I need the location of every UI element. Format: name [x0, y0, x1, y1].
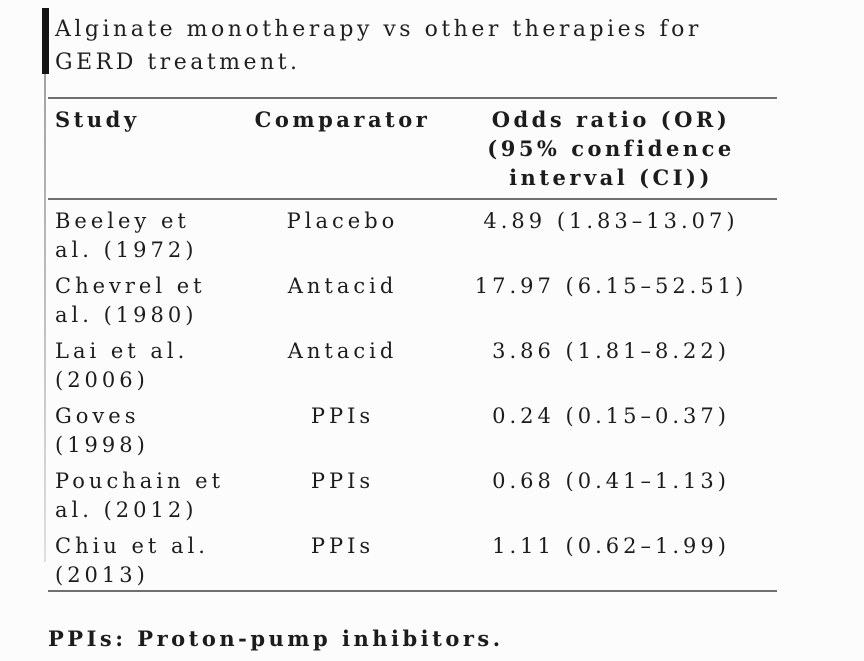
study-line-1: Lai et al.	[55, 339, 189, 363]
study-cell: Chevrel et al. (1980)	[48, 272, 240, 330]
table-figure: Alginate monotherapy vs other therapies …	[48, 0, 777, 653]
comparator-cell: Antacid	[287, 274, 398, 298]
header-line: Comparator	[254, 107, 431, 132]
study-line-1: Goves	[55, 404, 140, 428]
header-line: interval (CI))	[509, 165, 713, 190]
odds-ratio-cell: 0.24 (0.15–0.37)	[492, 404, 730, 428]
study-line-1: Beeley et	[55, 209, 190, 233]
study-cell: Pouchain et al. (2012)	[48, 467, 240, 525]
study-line-2: al. (1972)	[55, 238, 198, 262]
table-row: Beeley et al. (1972) Placebo 4.89 (1.83–…	[48, 200, 777, 265]
column-header-odds-ratio: Odds ratio (OR) (95% confidence interval…	[445, 105, 777, 192]
table-header-row: Study Comparator Odds ratio (OR) (95% co…	[48, 97, 777, 200]
study-line-1: Chevrel et	[55, 274, 206, 298]
study-cell: Beeley et al. (1972)	[48, 207, 240, 265]
study-line-2: al. (2012)	[55, 498, 198, 522]
comparator-cell: Placebo	[286, 209, 399, 233]
odds-ratio-cell: 0.68 (0.41–1.13)	[492, 469, 730, 493]
comparator-cell: PPIs	[310, 404, 375, 428]
table-row: Chevrel et al. (1980) Antacid 17.97 (6.1…	[48, 265, 777, 330]
study-cell: Goves (1998)	[48, 402, 240, 460]
table-row: Goves (1998) PPIs 0.24 (0.15–0.37)	[48, 395, 777, 460]
study-line-2: (2013)	[55, 563, 149, 587]
comparator-cell: Antacid	[287, 339, 398, 363]
comparator-cell: PPIs	[310, 534, 375, 558]
table-row: Pouchain et al. (2012) PPIs 0.68 (0.41–1…	[48, 460, 777, 525]
study-cell: Lai et al. (2006)	[48, 337, 240, 395]
study-line-1: Pouchain et	[55, 469, 225, 493]
data-table: Study Comparator Odds ratio (OR) (95% co…	[48, 97, 777, 592]
study-line-2: (1998)	[55, 433, 149, 457]
study-line-1: Chiu et al.	[55, 534, 209, 558]
study-line-2: al. (1980)	[55, 303, 198, 327]
left-edge-bar-artifact	[42, 8, 49, 74]
column-header-study: Study	[48, 105, 240, 192]
header-line: (95% confidence	[487, 136, 735, 161]
odds-ratio-cell: 3.86 (1.81–8.22)	[492, 339, 730, 363]
study-line-2: (2006)	[55, 368, 149, 392]
header-line: Odds ratio (OR)	[491, 107, 731, 132]
caption-line-2: GERD treatment.	[55, 50, 301, 75]
table-row: Lai et al. (2006) Antacid 3.86 (1.81–8.2…	[48, 330, 777, 395]
table-footnote: PPIs: Proton-pump inhibitors.	[48, 626, 504, 651]
table-row: Chiu et al. (2013) PPIs 1.11 (0.62–1.99)	[48, 525, 777, 590]
odds-ratio-cell: 1.11 (0.62–1.99)	[492, 534, 730, 558]
odds-ratio-cell: 17.97 (6.15–52.51)	[474, 274, 748, 298]
odds-ratio-cell: 4.89 (1.83–13.07)	[483, 209, 739, 233]
header-line: Study	[55, 107, 140, 132]
study-cell: Chiu et al. (2013)	[48, 532, 240, 590]
caption-line-1: Alginate monotherapy vs other therapies …	[55, 17, 702, 42]
column-header-comparator: Comparator	[240, 105, 445, 192]
comparator-cell: PPIs	[310, 469, 375, 493]
table-caption: Alginate monotherapy vs other therapies …	[55, 13, 777, 79]
left-edge-line-artifact	[44, 74, 46, 562]
table-body: Beeley et al. (1972) Placebo 4.89 (1.83–…	[48, 200, 777, 592]
